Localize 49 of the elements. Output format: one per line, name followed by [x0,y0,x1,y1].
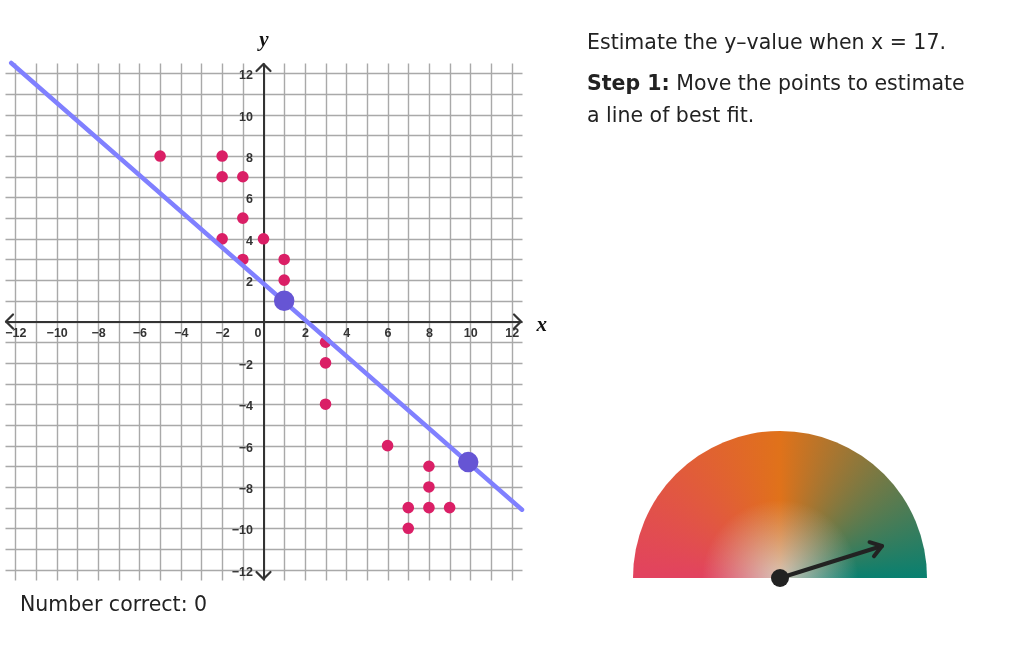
text: Estimate the y–value when x = 17. [587,29,947,56]
x-tick-label: −4 [174,326,189,340]
y-tick-label: −4 [238,399,254,414]
y-tick-label: 12 [239,68,254,83]
x-tick-label: −10 [46,326,68,340]
point [237,212,249,224]
y-tick-label: −12 [231,564,254,579]
text: Number correct: 0 [20,591,209,618]
x-tick-label: −8 [91,326,106,340]
point [402,501,415,514]
point [278,274,290,286]
x-tick-label: 0 [254,326,262,340]
point [257,232,270,245]
point [154,150,166,162]
point [443,501,456,514]
x-tick-label: 4 [343,326,351,340]
y-tick-label: 10 [239,109,254,124]
point [423,501,435,514]
x-tick-label: 12 [505,326,520,340]
y-tick-label: −2 [238,357,254,372]
point [457,451,479,473]
y-tick-label: 8 [246,151,254,166]
x-tick-label: 6 [384,326,392,340]
x-tick-label: −6 [132,326,148,340]
x-tick-label: −12 [5,326,27,340]
point [423,481,435,493]
x-tick-label: 2 [301,326,309,340]
point [216,170,228,183]
x-tick-label: 10 [463,326,478,340]
x-tick-label: 8 [425,326,433,340]
point [237,170,249,183]
point [273,290,295,312]
point [216,150,228,162]
x-axis-title: x [535,312,547,336]
y-tick-label: −8 [238,481,254,496]
y-tick-label: −6 [238,440,254,455]
point [402,522,415,535]
y-tick-label: 2 [246,275,254,290]
point [381,439,394,452]
y-axis-title: y [256,26,270,51]
point [278,253,290,266]
point [319,357,332,369]
y-tick-label: −10 [231,523,254,538]
y-tick-label: 6 [246,192,254,207]
text: Step 1: Move the points to estimate a line of best fit. [587,70,966,129]
point [319,398,332,411]
y-tick-label: 4 [246,233,254,248]
x-tick-label: −2 [215,326,230,340]
point [423,460,435,473]
